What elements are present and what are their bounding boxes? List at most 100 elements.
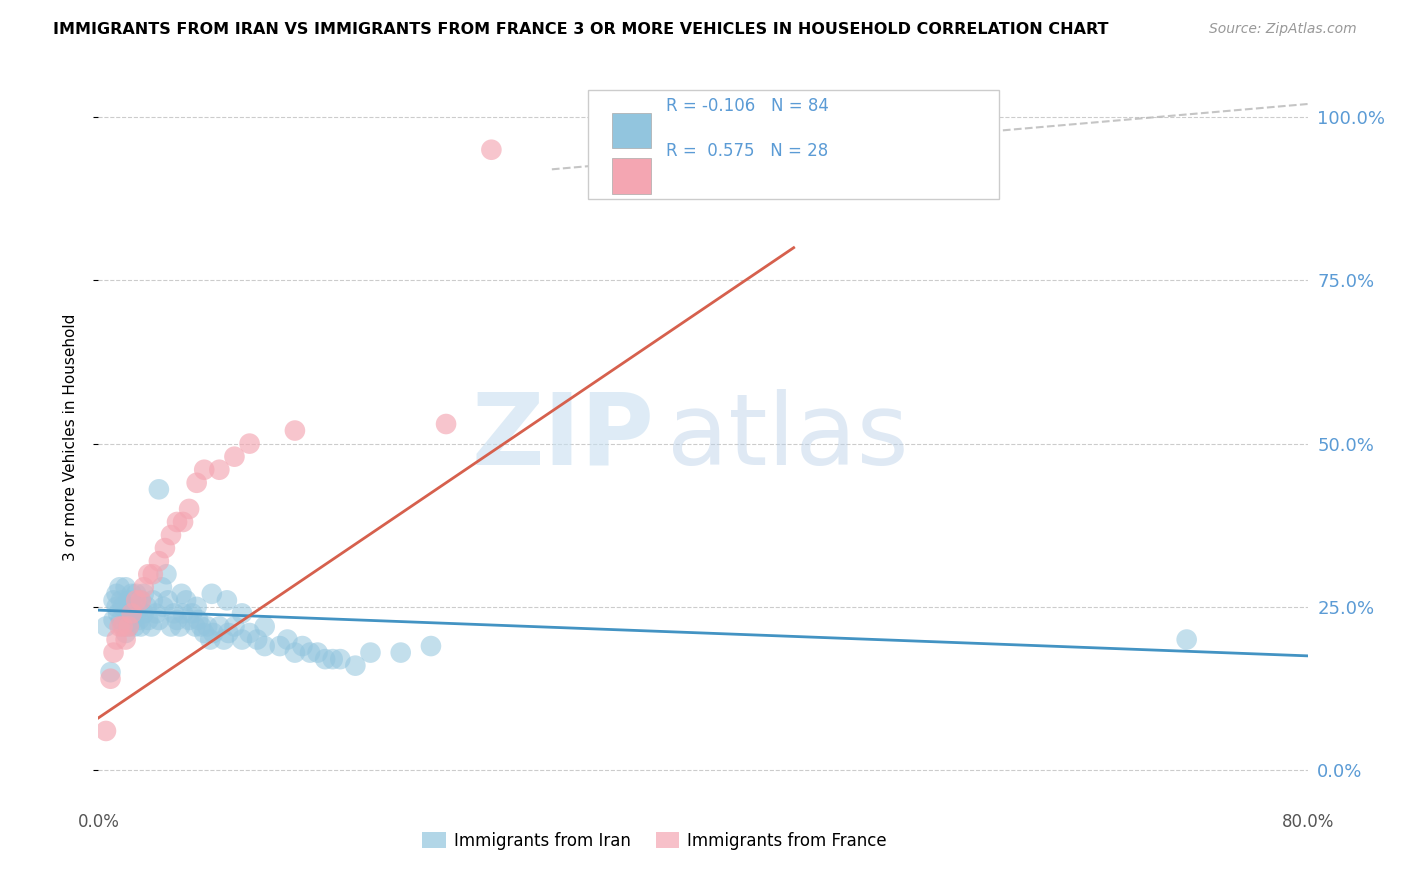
Point bbox=[322, 652, 344, 666]
Point bbox=[166, 515, 188, 529]
Point bbox=[148, 613, 170, 627]
Point bbox=[190, 619, 212, 633]
Point bbox=[107, 607, 129, 621]
Point bbox=[110, 593, 132, 607]
Point bbox=[314, 652, 336, 666]
Point bbox=[132, 580, 155, 594]
Point bbox=[253, 639, 276, 653]
Point bbox=[1175, 632, 1198, 647]
Point bbox=[148, 483, 170, 497]
Point bbox=[481, 143, 503, 157]
Point bbox=[118, 619, 141, 633]
Point bbox=[145, 607, 167, 621]
Point bbox=[276, 632, 298, 647]
Point bbox=[148, 554, 170, 568]
Point bbox=[114, 626, 136, 640]
Point bbox=[94, 723, 117, 738]
Text: ZIP: ZIP bbox=[472, 389, 655, 485]
Point bbox=[224, 619, 246, 633]
Point bbox=[105, 632, 128, 647]
Point bbox=[114, 632, 136, 647]
Point bbox=[100, 665, 122, 680]
Point bbox=[105, 587, 128, 601]
Point bbox=[124, 619, 146, 633]
Text: R =  0.575   N = 28: R = 0.575 N = 28 bbox=[665, 142, 828, 160]
Text: R = -0.106   N = 84: R = -0.106 N = 84 bbox=[665, 96, 828, 115]
Point bbox=[299, 646, 322, 660]
Point bbox=[156, 593, 179, 607]
Point bbox=[284, 646, 307, 660]
Point bbox=[155, 567, 177, 582]
Point bbox=[389, 646, 412, 660]
Point bbox=[208, 463, 231, 477]
Point bbox=[201, 587, 224, 601]
Point bbox=[121, 607, 143, 621]
Point bbox=[103, 593, 125, 607]
Point bbox=[181, 607, 204, 621]
Point bbox=[112, 619, 135, 633]
Point bbox=[163, 607, 186, 621]
Text: atlas: atlas bbox=[666, 389, 908, 485]
Legend: Immigrants from Iran, Immigrants from France: Immigrants from Iran, Immigrants from Fr… bbox=[416, 825, 894, 856]
Point bbox=[103, 613, 125, 627]
Point bbox=[129, 593, 152, 607]
Point bbox=[208, 619, 231, 633]
Point bbox=[108, 619, 131, 633]
Point bbox=[172, 607, 194, 621]
Point bbox=[142, 593, 165, 607]
Point bbox=[212, 632, 235, 647]
Point bbox=[420, 639, 443, 653]
Point bbox=[169, 619, 191, 633]
Point bbox=[224, 450, 246, 464]
Point bbox=[166, 613, 188, 627]
Point bbox=[329, 652, 352, 666]
FancyBboxPatch shape bbox=[613, 113, 651, 148]
Point bbox=[118, 593, 141, 607]
Point bbox=[186, 599, 208, 614]
Point bbox=[186, 475, 208, 490]
Point bbox=[132, 587, 155, 601]
Text: Source: ZipAtlas.com: Source: ZipAtlas.com bbox=[1209, 22, 1357, 37]
Point bbox=[125, 593, 148, 607]
Point bbox=[114, 580, 136, 594]
Point bbox=[231, 632, 253, 647]
Point bbox=[179, 502, 201, 516]
Point bbox=[120, 599, 142, 614]
Point bbox=[103, 646, 125, 660]
Point bbox=[160, 619, 183, 633]
Point bbox=[141, 619, 163, 633]
Point bbox=[217, 626, 239, 640]
Point bbox=[172, 515, 194, 529]
Point bbox=[344, 658, 367, 673]
Point bbox=[150, 580, 173, 594]
Point bbox=[118, 619, 141, 633]
Point bbox=[231, 607, 253, 621]
Point bbox=[125, 607, 148, 621]
Point bbox=[174, 593, 197, 607]
Point bbox=[246, 632, 269, 647]
Point bbox=[360, 646, 382, 660]
FancyBboxPatch shape bbox=[613, 159, 651, 194]
Point bbox=[121, 587, 143, 601]
Point bbox=[434, 417, 457, 431]
Point bbox=[170, 587, 193, 601]
Point bbox=[195, 619, 218, 633]
Point bbox=[253, 619, 276, 633]
Point bbox=[127, 599, 149, 614]
Point bbox=[111, 619, 134, 633]
Point bbox=[135, 599, 157, 614]
Point bbox=[193, 463, 215, 477]
Point bbox=[129, 593, 152, 607]
Point bbox=[111, 599, 134, 614]
Point bbox=[122, 613, 145, 627]
Text: IMMIGRANTS FROM IRAN VS IMMIGRANTS FROM FRANCE 3 OR MORE VEHICLES IN HOUSEHOLD C: IMMIGRANTS FROM IRAN VS IMMIGRANTS FROM … bbox=[53, 22, 1109, 37]
Point bbox=[152, 599, 174, 614]
Point bbox=[136, 567, 159, 582]
Point bbox=[284, 424, 307, 438]
Point bbox=[269, 639, 291, 653]
Point bbox=[215, 593, 238, 607]
Point bbox=[239, 436, 262, 450]
Point bbox=[153, 541, 176, 555]
Point bbox=[125, 587, 148, 601]
Point bbox=[142, 567, 165, 582]
